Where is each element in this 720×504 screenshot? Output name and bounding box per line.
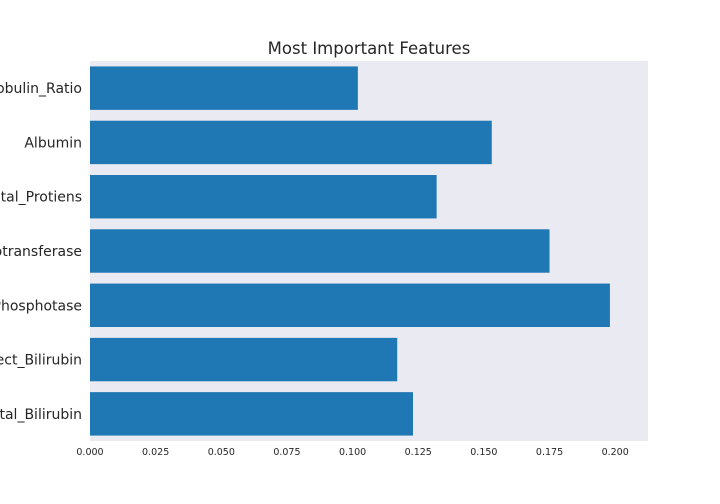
x-tick-labels: 0.000 0.025 0.050 0.075 0.100 0.125 0.150 0.175… (76, 447, 628, 458)
bar-albumin (90, 120, 492, 165)
bar-direct-bilirubin (90, 337, 398, 382)
y-tick-label: Albumin (24, 135, 82, 151)
y-tick-label: otal_Bilirubin (0, 407, 82, 423)
x-tick-label: 0.000 (76, 447, 103, 458)
bars-group (90, 66, 610, 436)
bar-total-bilirubin (90, 392, 413, 436)
x-tick-label: 0.075 (273, 447, 300, 458)
y-tick-label: Phosphotase (0, 298, 82, 314)
bar-albumin-and-globulin-ratio (90, 66, 358, 110)
x-tick-label: 0.050 (208, 447, 235, 458)
bar-alkaline-phosphotase (90, 283, 610, 327)
y-tick-label: ect_Bilirubin (0, 353, 82, 369)
y-tick-label: otransferase (0, 244, 82, 260)
bar-aspartate-aminotransferase (90, 229, 550, 273)
x-tick-label: 0.100 (339, 447, 366, 458)
y-tick-label: otal_Protiens (0, 190, 82, 206)
y-tick-label: obulin_Ratio (0, 81, 82, 97)
x-tick-label: 0.125 (405, 447, 432, 458)
x-tick-label: 0.150 (470, 447, 497, 458)
x-tick-label: 0.175 (536, 447, 563, 458)
x-tick-label: 0.200 (602, 447, 629, 458)
chart-title: Most Important Features (268, 39, 471, 58)
bar-total-protiens (90, 175, 437, 219)
x-tick-label: 0.025 (142, 447, 169, 458)
y-tick-labels: otal_Bilirubin ect_Bilirubin Phosphotase ot… (0, 81, 82, 423)
